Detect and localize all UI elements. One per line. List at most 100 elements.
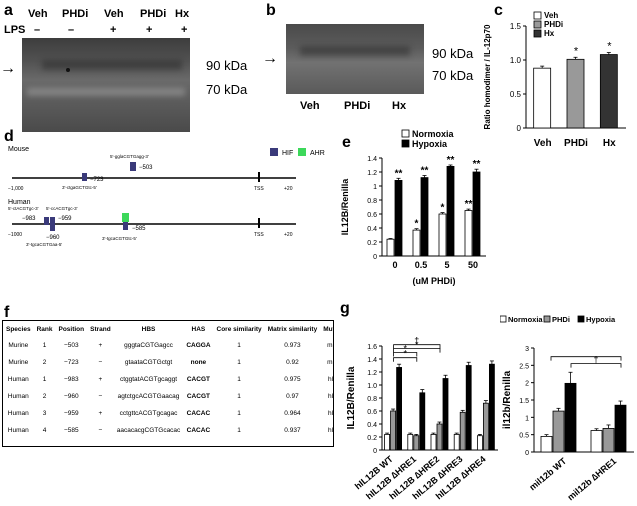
y-tick-label: 1.5 <box>510 22 522 31</box>
human-seq-b: 5'-ccACGTgc-3' <box>46 206 78 211</box>
table-cell: gtaataCGTGctgt <box>124 359 173 366</box>
bar <box>390 410 396 451</box>
y-tick-label: 1.2 <box>367 370 377 377</box>
bar <box>602 428 615 453</box>
table-cell: hIL12B∆HRE1 <box>328 376 334 383</box>
legend-swatch <box>533 29 542 38</box>
bar <box>420 177 429 257</box>
significance-bracket <box>550 356 622 361</box>
panel-a-blot <box>22 38 190 132</box>
bar <box>564 382 577 453</box>
table-header-cell: HBS <box>141 325 156 333</box>
significance-bracket <box>570 363 622 368</box>
legend-swatch <box>577 315 585 323</box>
y-tick-label: 1.0 <box>510 56 522 65</box>
y-tick-label: 0 <box>525 450 529 457</box>
table-header-cell: Matrix similarity <box>267 325 318 333</box>
table-cell: CACGT <box>186 393 210 400</box>
bar <box>384 434 390 451</box>
table-cell: + <box>98 376 103 383</box>
y-axis-label: IL12B/Renilla <box>346 366 357 429</box>
y-tick-label: 1.4 <box>367 156 377 163</box>
bar <box>442 378 449 451</box>
table-cell: 2 <box>42 359 47 366</box>
legend-label: Hx <box>544 29 555 38</box>
y-tick-label: 0.5 <box>510 90 522 99</box>
table-row: Murine 1 −503 + gggtaCGTGagcc CAGGA 1 0.973 mIL1… <box>3 337 334 354</box>
y-tick-label: 0 <box>517 124 522 133</box>
a-marker-70: 70 kDa <box>206 82 248 97</box>
bar <box>464 210 473 257</box>
bar <box>453 434 460 451</box>
panel-d-letter: d <box>4 128 14 145</box>
table-cell: mIL12B∆HRE1 <box>327 342 334 349</box>
table-row: Human 3 −959 + cctgttcACGTgcagac CACAC 1 0.964 h… <box>3 405 333 422</box>
table-cell: hIL12B∆HRE2 <box>328 393 334 400</box>
legend-label: Normoxia <box>412 129 455 139</box>
significance-bracket <box>393 357 418 362</box>
y-tick-label: 1.2 <box>367 170 377 177</box>
table-cell: − <box>98 393 103 400</box>
table-cell: 0.92 <box>286 359 299 366</box>
panel-a-letter: a <box>4 2 13 19</box>
human-hre2-box <box>50 217 55 225</box>
y-tick-label: 1.0 <box>367 383 377 390</box>
y-tick-label: 1 <box>525 415 529 422</box>
table-cell: aacacacgCGTGcacac <box>116 427 181 434</box>
arrow-icon: → <box>0 60 16 77</box>
significance-mark: * <box>607 41 612 53</box>
panel-f-letter: f <box>4 304 10 321</box>
table-header-cell: Species <box>6 325 31 333</box>
table-cell: mIL12B∆HRE2 <box>327 359 334 366</box>
arrow-icon: → <box>262 50 278 67</box>
b-lane-phdi: PHDi <box>344 100 371 112</box>
bar <box>488 363 495 451</box>
y-tick-label: 2 <box>525 381 529 388</box>
bar <box>446 166 455 257</box>
a-lane-lps: – <box>34 24 41 36</box>
mouse-tss: TSS <box>254 186 264 192</box>
mouse-hre2-box <box>82 173 87 181</box>
bar <box>413 435 420 451</box>
legend-swatch <box>500 315 507 323</box>
mouse-start: −1,000 <box>8 186 24 192</box>
mouse-label: Mouse <box>8 146 29 153</box>
human-seq-d: 3'-tgcaCGTGtc-5' <box>102 236 137 241</box>
a-lane-lps: – <box>68 24 75 36</box>
x-tick-label: 0 <box>392 260 397 270</box>
x-tick-label: mil12b ∆HRE1 <box>565 456 618 503</box>
legend-swatch <box>401 129 410 138</box>
table-cell: 1 <box>237 410 241 417</box>
bar <box>599 54 618 129</box>
table-cell: Human <box>7 410 29 417</box>
b-marker-70: 70 kDa <box>432 68 474 83</box>
legend-label: Normoxia <box>508 315 543 324</box>
x-tick-label: 50 <box>468 260 478 270</box>
a-lane-drug: PHDi <box>140 8 167 20</box>
table-cell: none <box>190 359 207 366</box>
human-hre4-box <box>123 222 128 230</box>
mouse-seq-bottom: 3'-ctgaGCTGtc-5' <box>62 185 97 190</box>
table-cell: CACAC <box>186 427 211 434</box>
table-cell: −960 <box>63 393 79 400</box>
panel-b-letter: b <box>266 2 276 19</box>
human-tss: TSS <box>254 232 264 238</box>
table-cell: 1 <box>237 427 241 434</box>
table-cell: −723 <box>63 359 79 366</box>
legend-label: PHDi <box>552 315 570 324</box>
y-axis-label: il12b/Renilla <box>502 370 513 429</box>
x-axis-label: (uM PHDi) <box>413 276 456 286</box>
mouse-tss-mark <box>258 172 260 182</box>
bar <box>482 402 489 451</box>
human-site-585: −585 <box>132 226 146 232</box>
y-tick-label: 1 <box>373 184 377 191</box>
table-cell: 1 <box>237 393 241 400</box>
significance-mark: ** <box>473 159 481 170</box>
table-header-cell: Mutant promoter <box>323 325 334 333</box>
x-tick-label: PHDi <box>564 138 588 149</box>
bar <box>472 171 481 257</box>
table-row: Human 1 −983 + ctggtatACGTgcaggt CACGT 1 0.975 h… <box>3 371 334 388</box>
table-cell: 1 <box>42 342 47 349</box>
a-lane-lps: + <box>181 24 188 36</box>
table-cell: Human <box>7 427 29 434</box>
